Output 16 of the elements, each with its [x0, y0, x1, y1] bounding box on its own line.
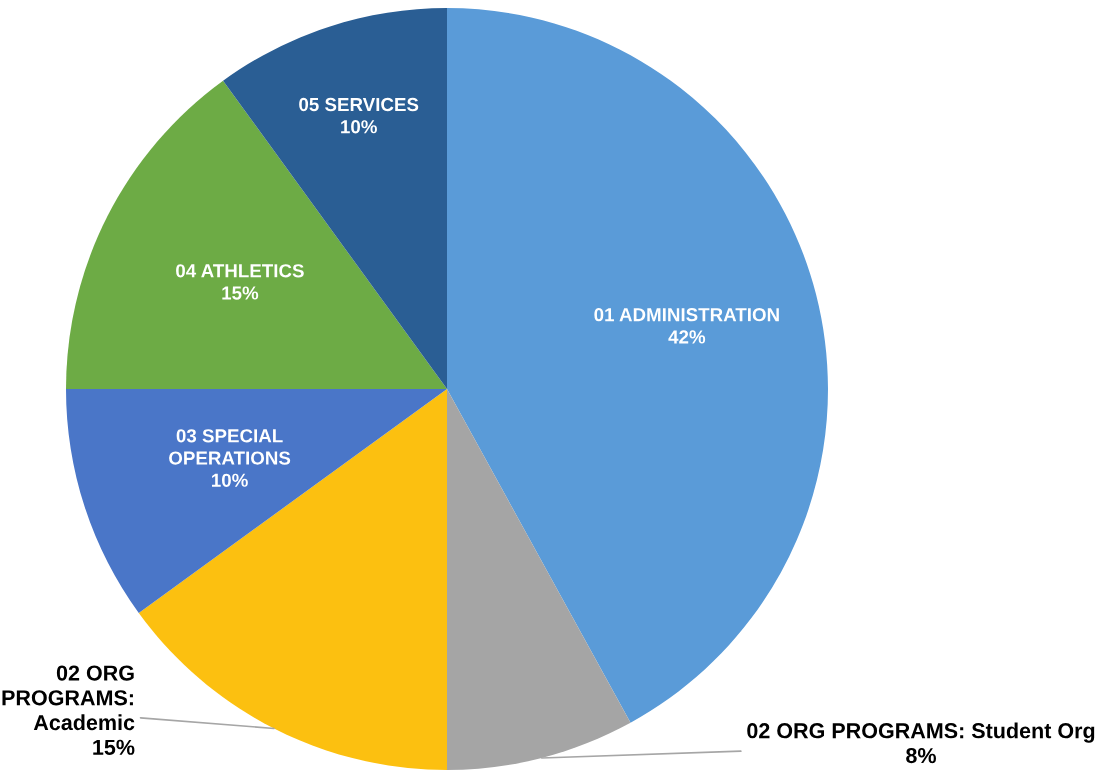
pie-slice: [138, 389, 447, 770]
pie-slice: [66, 389, 447, 613]
data-label: 8%: [906, 747, 936, 764]
slice-label: 03 SPECIAL OPERATIONS: [169, 429, 291, 465]
data-label: 10%: [212, 473, 248, 487]
data-label: 15%: [222, 286, 259, 300]
data-label: 42%: [668, 330, 706, 344]
pie-slice: [66, 80, 447, 389]
data-label: 15%: [93, 739, 135, 755]
pie-slice: [447, 8, 828, 723]
slice-label: 05 SERVICES: [299, 97, 419, 112]
slice-label: 02 ORG PROGRAMS: Academic: [2, 665, 135, 731]
data-label: 10%: [341, 120, 377, 134]
slice-label: 04 ATHLETICS: [176, 264, 304, 278]
slice-label: 02 ORG PROGRAMS: Student Org: [747, 722, 1095, 743]
slice-label: 01 ADMINISTRATION: [594, 308, 779, 322]
